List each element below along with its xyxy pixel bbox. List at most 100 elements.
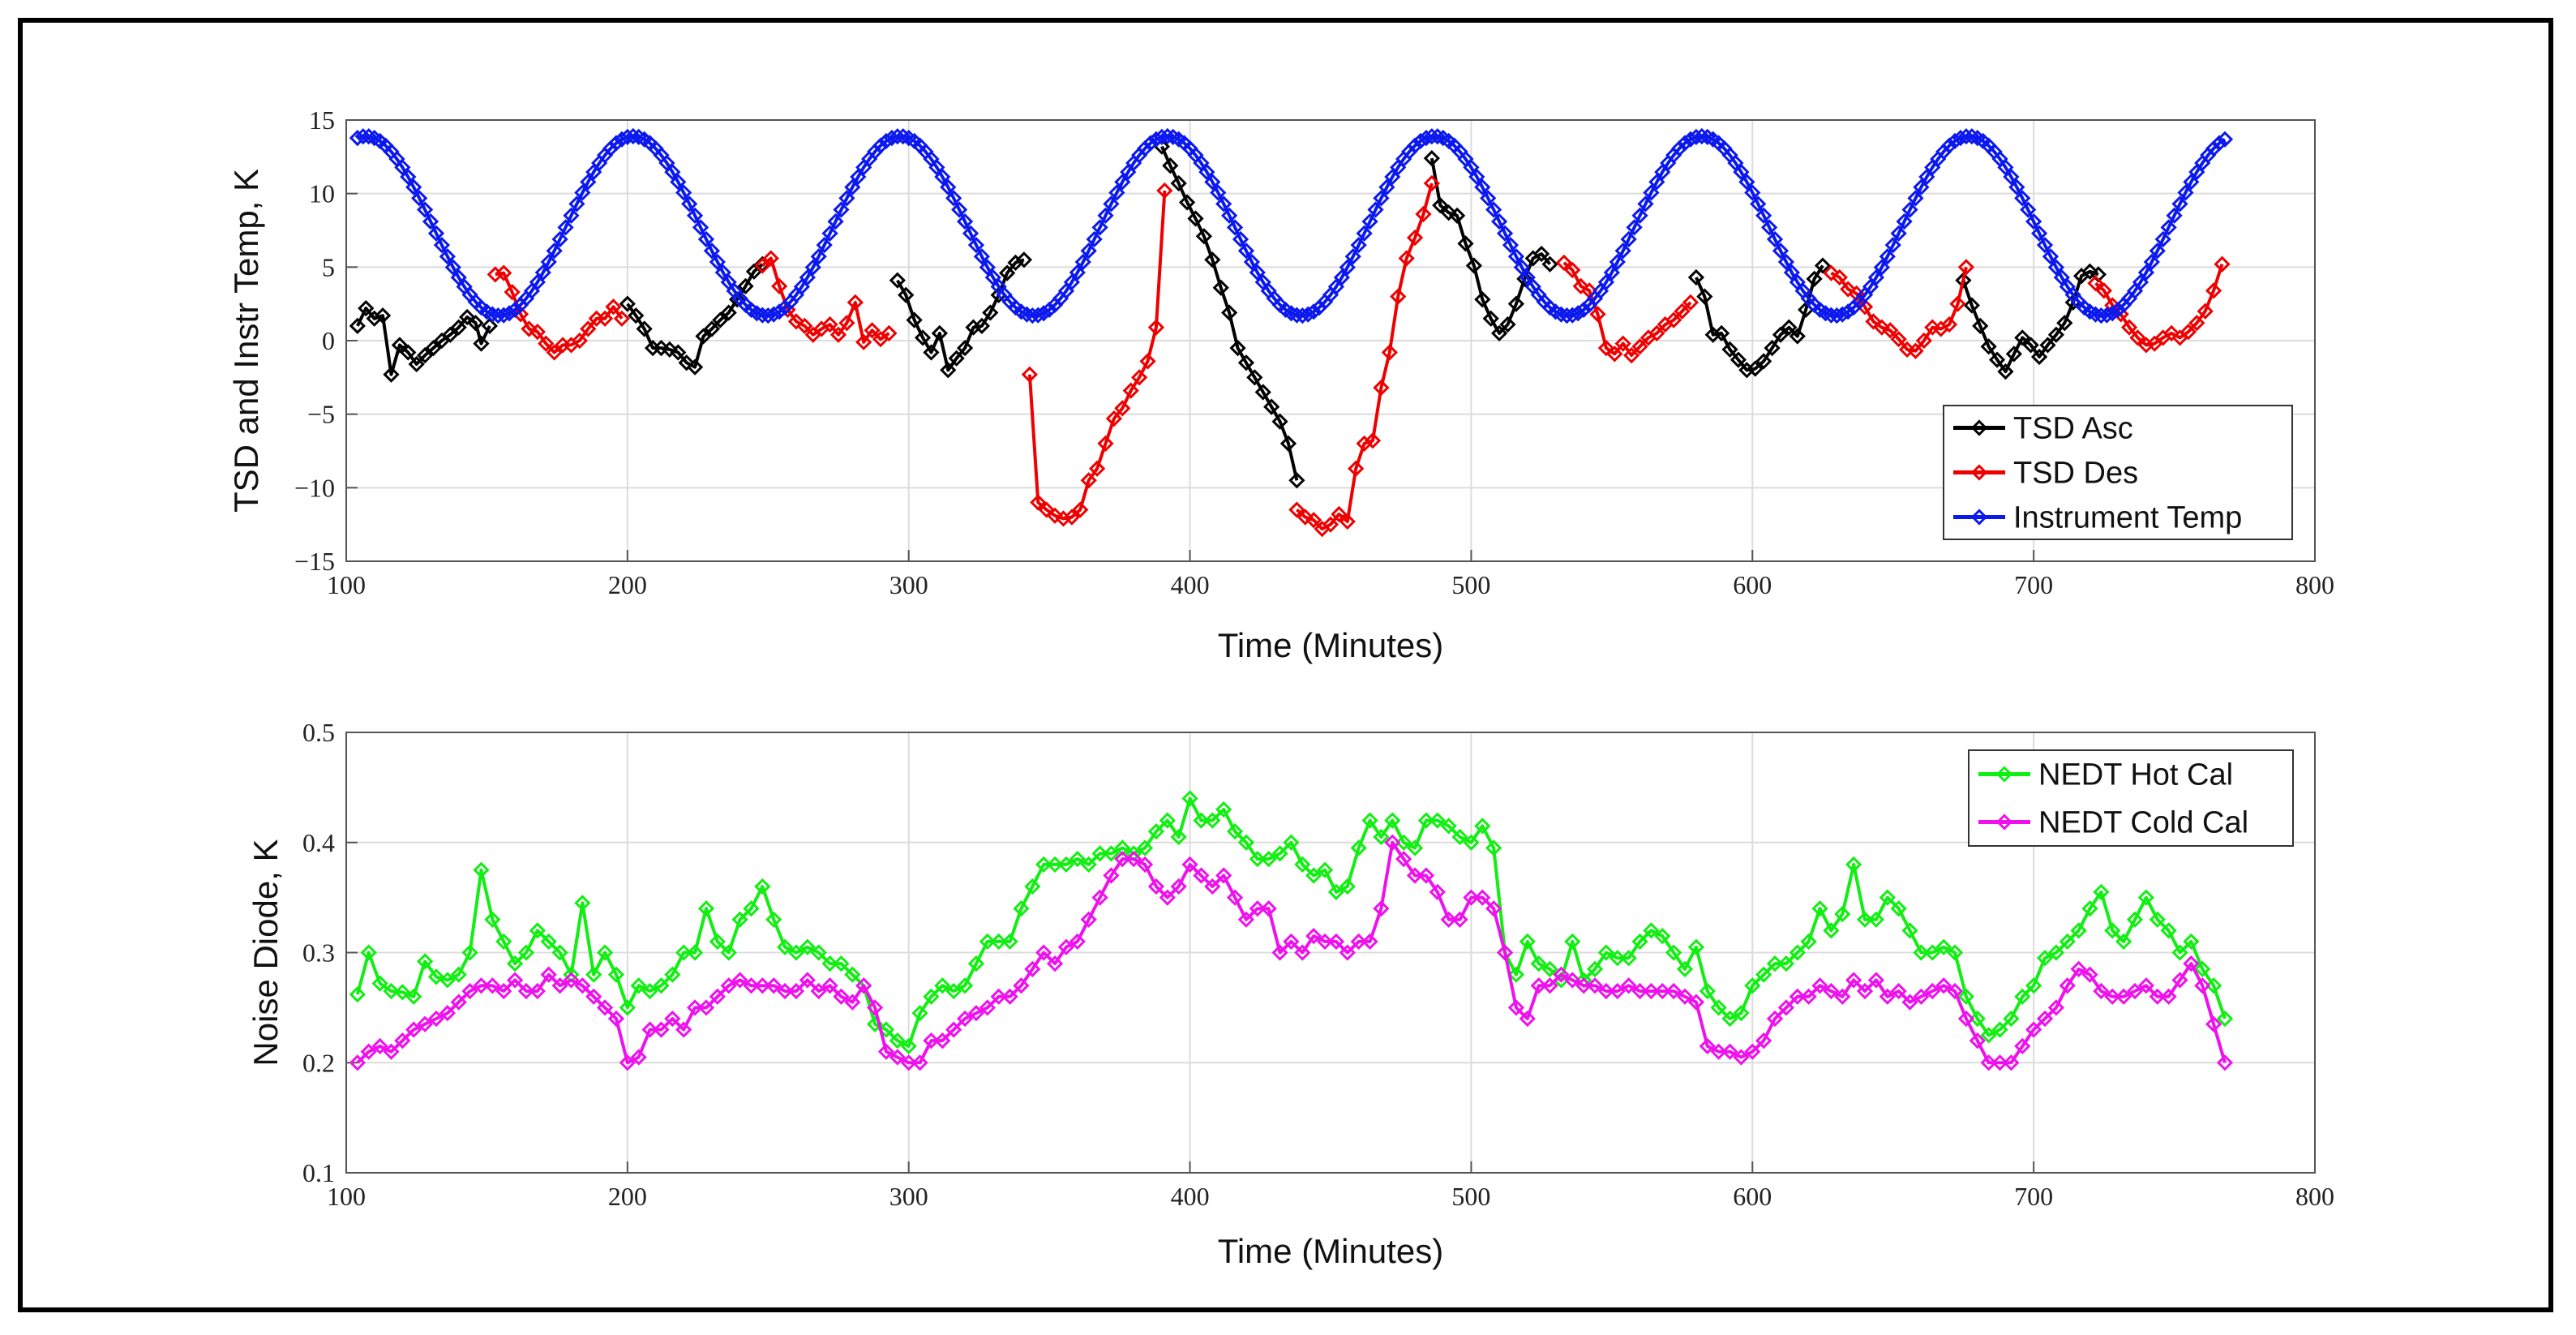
data-point-marker [427,968,445,985]
data-point-marker [864,322,881,339]
data-point-marker [529,273,546,291]
data-point-marker [956,212,974,230]
data-point-marker [1834,988,1851,1005]
data-point-marker [1564,933,1581,951]
data-point-marker [1013,977,1030,994]
data-point-marker [1072,501,1089,518]
data-point-marker [551,977,568,994]
data-point-marker [1507,295,1525,312]
legend: TSD Asc TSD Des Instrument Temp [1943,405,2293,540]
data-point-marker [697,999,715,1016]
data-point-marker [1406,137,1424,154]
data-point-marker [664,1010,681,1028]
data-point-marker [1687,938,1705,955]
data-point-marker [1955,272,1972,289]
data-point-marker [829,326,847,343]
data-point-marker [1226,823,1244,840]
data-point-marker [967,955,985,972]
data-point-marker [2014,329,2031,346]
data-point-marker [765,911,782,928]
data-point-marker [1541,255,1558,273]
data-point-marker [1699,1037,1716,1055]
data-point-marker [2177,184,2194,201]
data-point-marker [551,230,568,248]
data-point-marker [1103,195,1120,212]
data-point-marker [1406,229,1424,247]
data-point-marker [1035,305,1052,322]
data-point-marker [1884,237,1901,254]
data-point-marker [720,944,737,961]
x-tick-label: 800 [2295,1182,2334,1211]
data-point-marker [1384,834,1401,851]
data-point-marker [945,982,962,1000]
data-point-marker [979,999,996,1016]
data-point-marker [911,1054,928,1071]
data-point-marker [1350,933,1367,951]
data-point-marker [450,994,467,1011]
data-point-marker [506,955,524,972]
data-point-marker [2115,933,2132,951]
data-point-marker [1781,319,1798,336]
data-point-marker [2025,212,2042,230]
data-point-marker [1080,243,1097,260]
data-point-marker [444,259,461,276]
data-point-marker [1237,243,1255,260]
data-point-marker [1890,225,1907,242]
data-point-marker [607,966,625,983]
data-point-marker [585,988,602,1005]
data-point-marker [1103,867,1120,884]
data-point-marker [2160,219,2177,236]
data-point-marker [1513,259,1530,276]
data-point-marker [1204,174,1221,191]
data-point-marker [1030,307,1047,324]
data-point-marker [540,933,557,951]
data-point-marker [1969,1032,1986,1050]
data-point-marker [1131,369,1148,386]
data-point-marker [2030,225,2048,242]
data-point-marker [1806,270,1823,287]
data-point-marker [1327,883,1345,900]
data-point-marker [1294,944,1311,961]
data-point-marker [1879,889,1896,906]
legend-swatch-marker [1970,464,1988,481]
data-point-marker [1674,303,1691,320]
data-point-marker [1882,322,1899,339]
data-point-marker [358,299,375,317]
data-point-marker [1643,982,1660,1000]
data-point-marker [433,237,451,254]
data-point-marker [1162,157,1179,174]
data-point-marker [1057,938,1075,955]
data-point-marker [2205,282,2222,299]
data-point-marker [2183,955,2200,972]
data-point-marker [484,306,501,323]
data-point-marker [636,320,653,337]
data-point-marker [2171,944,2188,961]
data-point-marker [1575,977,1592,994]
data-point-marker [1507,248,1525,265]
data-point-marker [1226,219,1244,236]
data-point-marker [1913,944,1930,961]
data-point-marker [1485,900,1502,917]
data-point-marker [898,286,915,303]
data-point-marker [1237,911,1255,928]
data-point-marker [1935,977,1952,994]
data-point-marker [1373,190,1390,207]
data-point-marker [1606,346,1623,363]
data-point-marker [1448,207,1466,224]
data-point-marker [1963,297,1980,314]
data-point-marker [2053,268,2070,286]
data-point-marker [1665,982,1682,1000]
data-point-marker [967,237,985,254]
data-point-marker [1339,259,1356,276]
data-point-marker [1088,460,1106,477]
data-point-marker [1696,288,1713,305]
data-point-marker [1021,366,1038,383]
data-point-marker [1997,159,2014,176]
legend-swatch-marker [1995,766,2013,783]
data-point-marker [1474,889,1491,906]
y-tick-label: 0.4 [302,828,335,857]
data-point-marker [1195,228,1213,245]
data-point-marker [855,333,872,350]
data-point-marker [810,982,827,1000]
data-point-marker [439,248,456,265]
